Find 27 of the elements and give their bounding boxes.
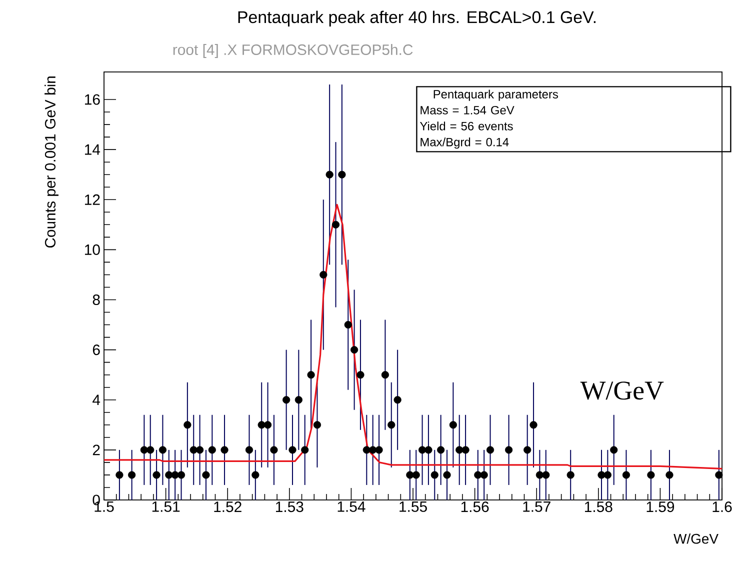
- x-tick-label: 1.57: [523, 502, 550, 512]
- y-tick-label: 14: [85, 144, 100, 155]
- annotation: Mass = 1.54 GeV: [420, 106, 514, 114]
- x-tick-label: 1.56: [461, 502, 489, 512]
- x-tick-label: 1.55: [400, 502, 427, 512]
- y-axis-title: Counts per 0.001 GeV bin: [44, 76, 58, 248]
- y-tick-label: 16: [85, 94, 100, 105]
- y-tick-label: 4: [92, 394, 100, 406]
- y-tick-label: 2: [92, 444, 100, 456]
- x-tick-label: 1.59: [646, 502, 674, 512]
- annotation: W/GeV: [580, 382, 664, 400]
- y-tick-label: 6: [92, 344, 100, 356]
- y-tick-label: 12: [85, 194, 100, 205]
- x-tick-label: 1.6: [712, 502, 732, 512]
- x-tick-label: 1.51: [152, 502, 180, 512]
- y-tick-label: 10: [85, 244, 100, 255]
- annotation: Yield = 56 events: [420, 122, 513, 130]
- y-tick-label: 8: [92, 294, 100, 306]
- x-tick-label: 1.53: [276, 502, 304, 512]
- chart-title: Pentaquark peak after 40 hrs. EBCAL>0.1 GeV.: [238, 10, 596, 27]
- x-tick-label: 1.58: [585, 502, 612, 512]
- x-tick-label: 1.52: [214, 502, 242, 512]
- text: root [4] .X FORMOSKOVGEOP5h.C: [173, 44, 413, 58]
- annotation: Max/Bgrd = 0.14: [420, 138, 509, 149]
- x-axis-title: W/GeV: [674, 534, 718, 544]
- x-tick-label: 1.54: [338, 502, 366, 512]
- annotation: Pentaquark parameters: [434, 90, 558, 101]
